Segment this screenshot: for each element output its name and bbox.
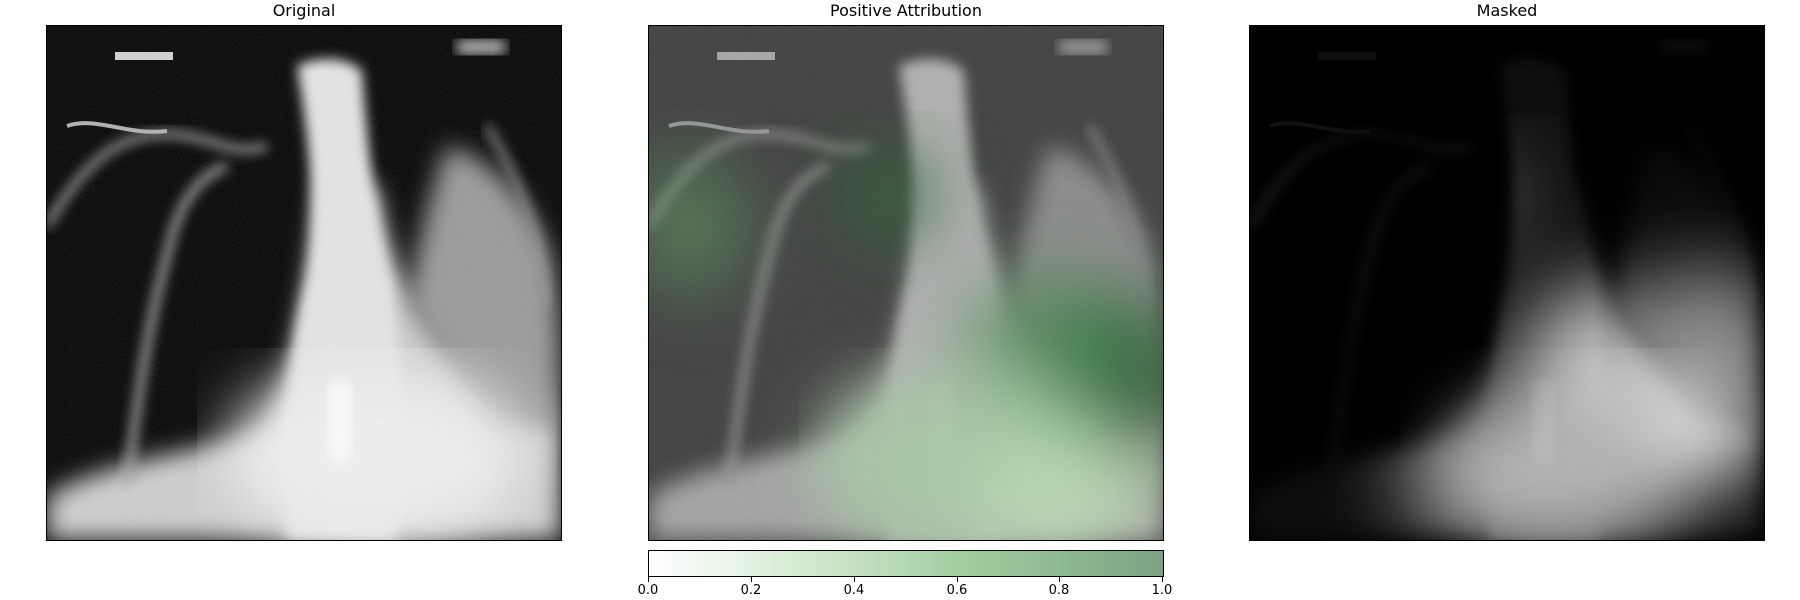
colorbar-label: 0.4 xyxy=(843,583,865,598)
panel-title-masked: Masked xyxy=(1476,1,1538,20)
colorbar-tick xyxy=(957,577,958,582)
colorbar-tick xyxy=(648,577,649,582)
attribution-overlay-image xyxy=(648,25,1164,541)
panel-title-original: Original xyxy=(272,1,336,20)
colorbar-tick xyxy=(1162,577,1163,582)
colorbar-label: 0.8 xyxy=(1048,583,1070,598)
colorbar-tick xyxy=(751,577,752,582)
colorbar-tick xyxy=(1059,577,1060,582)
colorbar xyxy=(648,550,1164,577)
colorbar-label: 0.0 xyxy=(637,583,659,598)
panel-title-positive-attribution: Positive Attribution xyxy=(830,1,982,20)
original-image xyxy=(46,25,562,541)
colorbar-label: 0.2 xyxy=(740,583,762,598)
colorbar-label: 1.0 xyxy=(1151,583,1173,598)
masked-image xyxy=(1249,25,1765,541)
colorbar-label: 0.6 xyxy=(946,583,968,598)
colorbar-tick xyxy=(854,577,855,582)
